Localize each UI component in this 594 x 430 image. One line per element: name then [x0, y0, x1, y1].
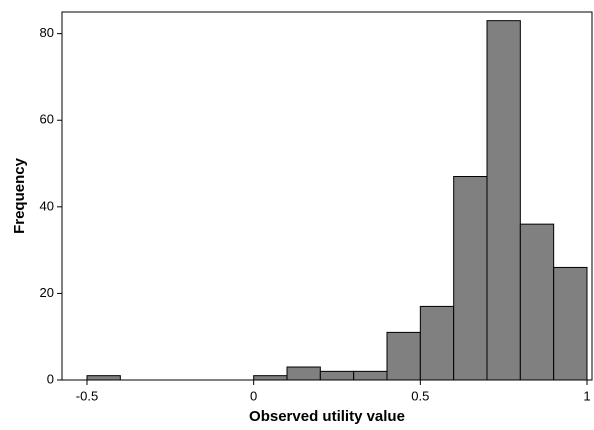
bar	[553, 266, 588, 381]
y-tick-label: 40	[40, 198, 54, 213]
x-tick-label: -0.5	[76, 388, 98, 403]
bar	[519, 223, 555, 381]
x-axis-title: Observed utility value	[249, 408, 405, 425]
bar	[319, 370, 355, 381]
y-tick-label: 0	[47, 371, 54, 386]
bar	[86, 375, 121, 381]
bar	[286, 366, 321, 381]
y-tick-label: 80	[40, 25, 54, 40]
x-tick-label: 0	[250, 388, 257, 403]
bar	[386, 331, 421, 381]
bar	[486, 20, 521, 381]
bar	[419, 305, 455, 381]
y-axis-title: Frequency	[11, 157, 28, 234]
x-tick-label: 1	[583, 388, 590, 403]
plot-frame	[61, 11, 593, 381]
bar	[253, 375, 288, 381]
y-tick-label: 20	[40, 285, 54, 300]
bar	[353, 370, 388, 381]
y-tick-label: 60	[40, 112, 54, 127]
bar	[453, 176, 488, 381]
x-tick-label: 0.5	[411, 388, 429, 403]
